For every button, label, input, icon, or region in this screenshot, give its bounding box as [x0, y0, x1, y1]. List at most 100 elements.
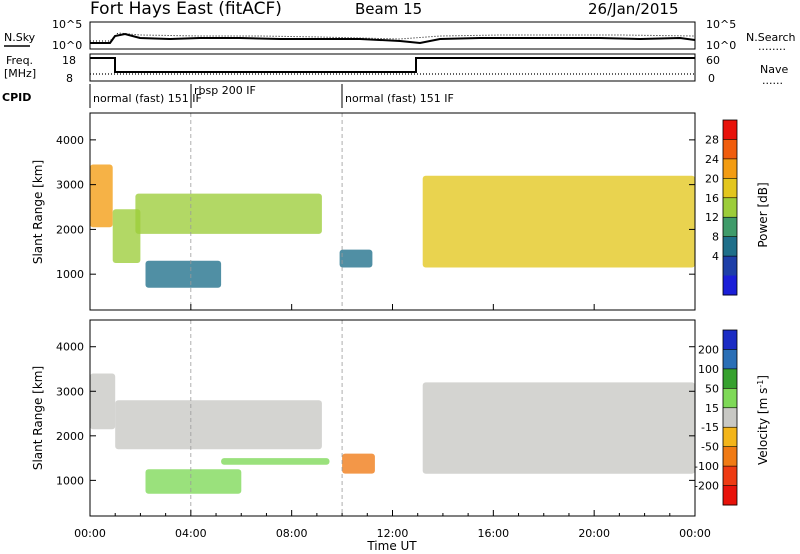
freq-right-tick-bottom: 0 [708, 72, 715, 85]
noise-right-tick-bottom: 10^0 [706, 39, 736, 52]
velocity-colorbar-label: Velocity [m s-1] [756, 375, 770, 465]
velocity-ytick-label-2: 2000 [56, 430, 84, 443]
velocity-colorbar-label-4: 15 [705, 402, 719, 415]
power-data-layer [90, 113, 695, 310]
velocity-colorbar-frame [722, 329, 738, 506]
velocity-colorbar-segment-2 [723, 349, 737, 370]
velocity-region-1 [90, 373, 116, 430]
power-colorbar-frame [722, 119, 738, 296]
power-colorbar-segment-3 [723, 158, 737, 179]
power-ytick-label-3: 3000 [56, 179, 84, 192]
velocity-colorbar-label-7: -100 [694, 460, 719, 473]
cpid-label: CPID [2, 91, 31, 104]
noise-left-tick-bottom: 10^0 [52, 39, 82, 52]
power-colorbar-label-2: 24 [705, 153, 719, 166]
power-region-6 [422, 175, 695, 268]
cpid-mode-3: normal (fast) 151 IF [345, 92, 454, 105]
velocity-colorbar-segment-1 [723, 330, 737, 350]
velocity-ytick-label-1: 1000 [56, 474, 84, 487]
velocity-colorbar-segment-5 [723, 407, 737, 428]
x-tick-label-3: 08:00 [276, 527, 308, 540]
velocity-colorbar-label-6: -50 [701, 441, 719, 454]
velocity-colorbar-segment-9 [723, 485, 737, 506]
velocity-y-label: Slant Range [km] [31, 366, 45, 470]
power-ytick-label-2: 2000 [56, 223, 84, 236]
velocity-colorbar-segment-6 [723, 427, 737, 448]
velocity-region-3 [145, 469, 242, 494]
power-colorbar-label-5: 12 [705, 211, 719, 224]
power-ytick-label-1: 1000 [56, 268, 84, 281]
nave-label: Nave [760, 63, 788, 76]
velocity-colorbar-label-3: 50 [705, 382, 719, 395]
beam-label: Beam 15 [355, 0, 422, 18]
power-colorbar-segment-6 [723, 217, 737, 238]
noise-search-label: N.Search [746, 31, 796, 44]
power-colorbar-label-4: 16 [705, 192, 719, 205]
freq-label-1: Freq. [6, 54, 33, 67]
cpid-mode-2: rbsp 200 IF [194, 84, 256, 97]
power-region-1 [90, 164, 113, 228]
velocity-region-6 [422, 382, 695, 474]
x-tick-label-2: 04:00 [175, 527, 207, 540]
noise-panel: N.Sky 10^5 10^0 10^5 10^0 N.Search .....… [4, 18, 796, 53]
x-tick-label-6: 20:00 [578, 527, 610, 540]
nave-legend: ...... [762, 74, 783, 87]
power-colorbar-segment-2 [723, 139, 737, 160]
velocity-colorbar: 200 100 50 15 -15 -50 -100 -200 [694, 329, 738, 506]
power-ytick-label-4: 4000 [56, 134, 84, 147]
velocity-region-2 [115, 400, 322, 450]
power-region-4 [145, 260, 222, 288]
power-region-2 [112, 209, 141, 263]
power-region-5 [339, 249, 373, 268]
date-label: 26/Jan/2015 [588, 0, 679, 18]
power-colorbar-label-1: 28 [705, 133, 719, 146]
velocity-region-5 [342, 453, 375, 474]
power-colorbar-segment-8 [723, 256, 737, 277]
noise-sky-label: N.Sky [4, 31, 36, 44]
velocity-y-axis: 1000 2000 3000 4000 [56, 341, 695, 487]
power-panel: 1000 2000 3000 4000 Slant Range [km] 28 24 20… [31, 112, 770, 311]
station-title: Fort Hays East (fitACF) [90, 0, 282, 19]
x-tick-label-7: 00:00 [679, 527, 711, 540]
frequency-line [90, 57, 695, 73]
frequency-panel: Freq. [MHz] 18 8 60 0 Nave ...... [4, 53, 788, 87]
power-y-label: Slant Range [km] [31, 160, 45, 264]
velocity-colorbar-segment-3 [723, 368, 737, 389]
noise-right-tick-top: 10^5 [706, 18, 736, 31]
noise-left-tick-top: 10^5 [52, 18, 82, 31]
noise-sky-line [90, 32, 696, 45]
velocity-colorbar-label-main: Velocity [m s [756, 388, 770, 465]
velocity-colorbar-segment-7 [723, 446, 737, 467]
power-colorbar: 28 24 20 16 12 8 4 [705, 119, 738, 296]
velocity-ytick-label-3: 3000 [56, 385, 84, 398]
power-colorbar-segment-7 [723, 236, 737, 257]
cpid-mode-1: normal (fast) 151 IF [93, 92, 202, 105]
power-colorbar-label: Power [dB] [756, 182, 770, 247]
velocity-data-layer [90, 320, 695, 516]
velocity-region-4 [221, 458, 330, 465]
x-tick-label-1: 00:00 [74, 527, 106, 540]
x-tick-label-4: 12:00 [377, 527, 409, 540]
velocity-colorbar-label-5: -15 [701, 421, 719, 434]
power-colorbar-segment-4 [723, 178, 737, 199]
frequency-panel-frame [89, 53, 696, 82]
velocity-colorbar-segment-4 [723, 388, 737, 409]
noise-panel-frame [89, 21, 696, 50]
velocity-colorbar-label-2: 100 [698, 363, 719, 376]
power-colorbar-segment-9 [723, 275, 737, 296]
cpid-panel: CPID normal (fast) 151 IF rbsp 200 IF no… [2, 84, 454, 108]
power-y-axis: 1000 2000 3000 4000 [56, 134, 695, 281]
power-colorbar-label-3: 20 [705, 172, 719, 185]
freq-right-tick-top: 60 [706, 54, 720, 67]
x-axis-label: Time UT [366, 539, 417, 553]
noise-search-legend: ........ [758, 40, 786, 53]
power-colorbar-segment-5 [723, 197, 737, 218]
power-region-3 [135, 193, 322, 234]
velocity-colorbar-label-8: -200 [694, 480, 719, 493]
freq-left-tick-bottom: 8 [66, 72, 73, 85]
velocity-colorbar-label-1: 200 [698, 343, 719, 356]
x-tick-label-5: 16:00 [477, 527, 509, 540]
freq-left-tick-top: 18 [62, 54, 76, 67]
